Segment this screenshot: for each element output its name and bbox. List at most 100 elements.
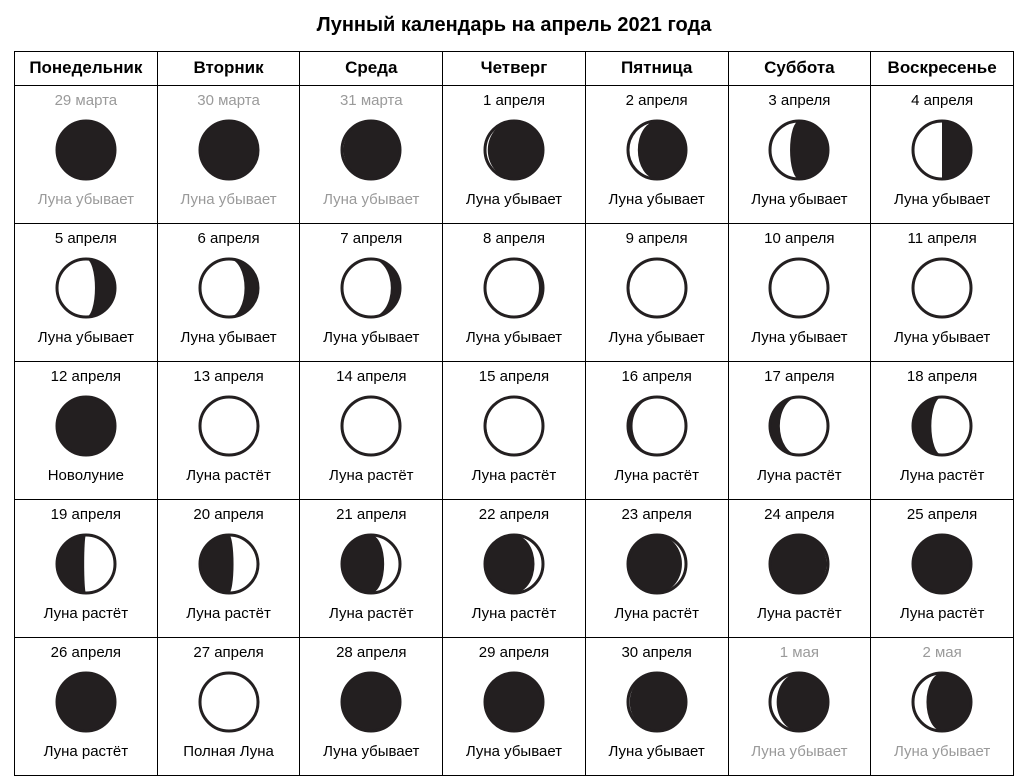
phase-label: Луна убывает xyxy=(588,329,726,346)
phase-label: Луна убывает xyxy=(160,329,298,346)
moon-phase-icon xyxy=(17,529,155,599)
cell-date: 11 апреля xyxy=(873,230,1011,247)
cell-date: 15 апреля xyxy=(445,368,583,385)
phase-label: Луна растёт xyxy=(302,467,440,484)
moon-phase-icon xyxy=(302,391,440,461)
phase-label: Луна убывает xyxy=(873,191,1011,208)
phase-label: Луна растёт xyxy=(445,467,583,484)
moon-phase-icon xyxy=(731,391,869,461)
cell-date: 20 апреля xyxy=(160,506,298,523)
cell-date: 3 апреля xyxy=(731,92,869,109)
calendar-cell: 29 марта Луна убывает xyxy=(15,86,158,224)
moon-phase-icon xyxy=(445,391,583,461)
cell-date: 29 марта xyxy=(17,92,155,109)
calendar-cell: 7 апреляЛуна убывает xyxy=(300,224,443,362)
phase-label: Луна убывает xyxy=(731,743,869,760)
moon-phase-icon xyxy=(160,253,298,323)
cell-date: 29 апреля xyxy=(445,644,583,661)
phase-label: Луна растёт xyxy=(302,605,440,622)
cell-date: 9 апреля xyxy=(588,230,726,247)
phase-label: Луна убывает xyxy=(873,329,1011,346)
moon-phase-icon xyxy=(17,391,155,461)
cell-date: 4 апреля xyxy=(873,92,1011,109)
moon-phase-icon xyxy=(873,667,1011,737)
weekday-header: Пятница xyxy=(585,52,728,86)
cell-date: 12 апреля xyxy=(17,368,155,385)
calendar-cell: 18 апреляЛуна растёт xyxy=(871,362,1014,500)
moon-phase-icon xyxy=(17,115,155,185)
phase-label: Луна растёт xyxy=(17,743,155,760)
moon-phase-icon xyxy=(731,253,869,323)
calendar-cell: 1 мая Луна убывает xyxy=(728,638,871,776)
cell-date: 10 апреля xyxy=(731,230,869,247)
cell-date: 30 апреля xyxy=(588,644,726,661)
cell-date: 23 апреля xyxy=(588,506,726,523)
calendar-cell: 19 апреля Луна растёт xyxy=(15,500,158,638)
cell-date: 2 мая xyxy=(873,644,1011,661)
moon-phase-icon xyxy=(445,667,583,737)
phase-label: Луна убывает xyxy=(160,191,298,208)
calendar-cell: 30 апреляЛуна убывает xyxy=(585,638,728,776)
phase-label: Луна растёт xyxy=(160,467,298,484)
calendar-cell: 11 апреля Луна убывает xyxy=(871,224,1014,362)
cell-date: 28 апреля xyxy=(302,644,440,661)
page-title: Лунный календарь на апрель 2021 года xyxy=(14,14,1014,37)
moon-phase-icon xyxy=(302,253,440,323)
cell-date: 17 апреля xyxy=(731,368,869,385)
moon-phase-icon xyxy=(731,115,869,185)
phase-label: Луна растёт xyxy=(873,467,1011,484)
weekday-header: Суббота xyxy=(728,52,871,86)
phase-label: Луна растёт xyxy=(588,467,726,484)
calendar-cell: 14 апреля Луна растёт xyxy=(300,362,443,500)
cell-date: 5 апреля xyxy=(17,230,155,247)
phase-label: Луна убывает xyxy=(873,743,1011,760)
moon-phase-icon xyxy=(160,667,298,737)
calendar-cell: 30 марта Луна убывает xyxy=(157,86,300,224)
calendar-cell: 2 апреляЛуна убывает xyxy=(585,86,728,224)
calendar-cell: 6 апреляЛуна убывает xyxy=(157,224,300,362)
calendar-cell: 5 апреля Луна убывает xyxy=(15,224,158,362)
calendar-cell: 28 апреляЛуна убывает xyxy=(300,638,443,776)
cell-date: 16 апреля xyxy=(588,368,726,385)
lunar-calendar-table: ПонедельникВторникСредаЧетвергПятницаСуб… xyxy=(14,51,1014,776)
cell-date: 1 апреля xyxy=(445,92,583,109)
moon-phase-icon xyxy=(302,667,440,737)
phase-label: Луна растёт xyxy=(17,605,155,622)
moon-phase-icon xyxy=(873,529,1011,599)
moon-phase-icon xyxy=(873,115,1011,185)
cell-date: 19 апреля xyxy=(17,506,155,523)
cell-date: 2 апреля xyxy=(588,92,726,109)
moon-phase-icon xyxy=(873,391,1011,461)
moon-phase-icon xyxy=(160,391,298,461)
cell-date: 14 апреля xyxy=(302,368,440,385)
moon-phase-icon xyxy=(873,253,1011,323)
cell-date: 27 апреля xyxy=(160,644,298,661)
phase-label: Луна убывает xyxy=(445,743,583,760)
cell-date: 22 апреля xyxy=(445,506,583,523)
cell-date: 30 марта xyxy=(160,92,298,109)
phase-label: Луна растёт xyxy=(873,605,1011,622)
cell-date: 1 мая xyxy=(731,644,869,661)
phase-label: Луна растёт xyxy=(588,605,726,622)
calendar-cell: 15 апреля Луна растёт xyxy=(443,362,586,500)
moon-phase-icon xyxy=(731,667,869,737)
calendar-cell: 25 апреляЛуна растёт xyxy=(871,500,1014,638)
moon-phase-icon xyxy=(588,529,726,599)
phase-label: Луна убывает xyxy=(731,329,869,346)
phase-label: Луна убывает xyxy=(17,329,155,346)
phase-label: Полная Луна xyxy=(160,743,298,760)
moon-phase-icon xyxy=(17,667,155,737)
calendar-cell: 3 апреляЛуна убывает xyxy=(728,86,871,224)
cell-date: 21 апреля xyxy=(302,506,440,523)
cell-date: 26 апреля xyxy=(17,644,155,661)
phase-label: Луна убывает xyxy=(17,191,155,208)
cell-date: 31 марта xyxy=(302,92,440,109)
moon-phase-icon xyxy=(445,529,583,599)
calendar-cell: 20 апреляЛуна растёт xyxy=(157,500,300,638)
moon-phase-icon xyxy=(731,529,869,599)
calendar-cell: 1 апреляЛуна убывает xyxy=(443,86,586,224)
weekday-header: Четверг xyxy=(443,52,586,86)
moon-phase-icon xyxy=(160,529,298,599)
phase-label: Луна убывает xyxy=(302,191,440,208)
cell-date: 13 апреля xyxy=(160,368,298,385)
